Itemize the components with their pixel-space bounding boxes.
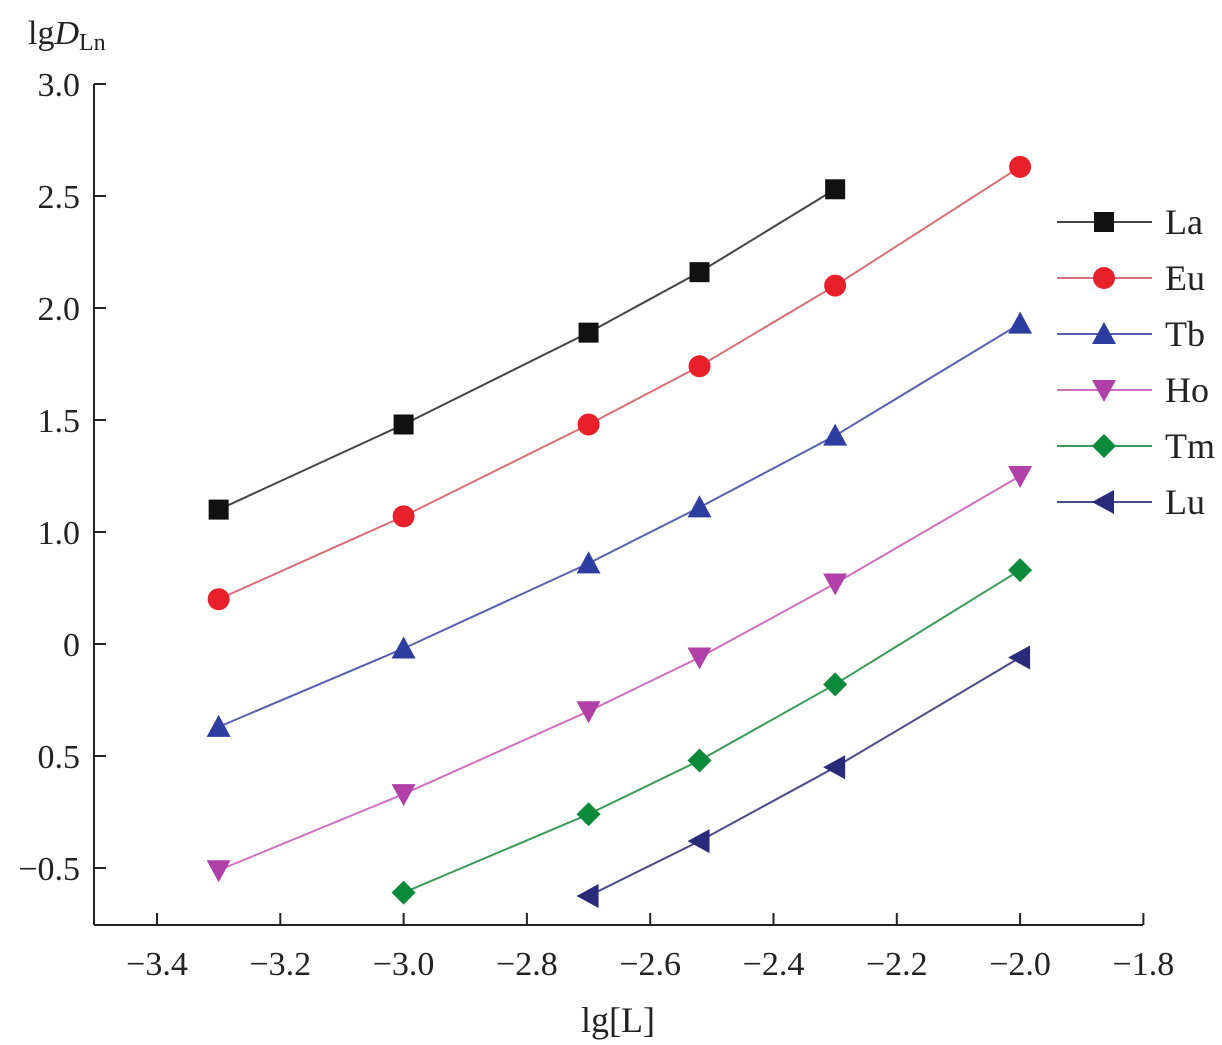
series-line — [218, 166, 1021, 601]
legend-label: La — [1165, 202, 1203, 242]
x-tick-label: −3.2 — [249, 946, 311, 983]
x-tick-label: −2.0 — [989, 946, 1051, 983]
square-marker — [689, 262, 710, 283]
triangle-up-marker — [1008, 311, 1033, 334]
circle-marker — [392, 505, 415, 528]
diamond-marker — [576, 802, 601, 827]
triangle-up-marker — [1092, 322, 1116, 344]
legend-label: Eu — [1165, 258, 1205, 298]
circle-marker — [688, 355, 711, 378]
triangle-down-marker — [391, 784, 416, 807]
square-marker — [1094, 212, 1114, 232]
triangle-left-marker — [576, 884, 599, 908]
legend-label: Tb — [1165, 314, 1205, 354]
square-marker — [825, 179, 846, 200]
x-tick-label: −2.8 — [496, 946, 558, 983]
square-marker — [578, 322, 599, 343]
series-lu — [576, 645, 1031, 908]
circle-marker — [1093, 267, 1115, 289]
series-eu — [207, 155, 1032, 611]
triangle-down-marker — [576, 701, 601, 724]
legend-item-eu: Eu — [1057, 258, 1205, 298]
x-tick-label: −2.2 — [866, 946, 928, 983]
diamond-marker — [1092, 434, 1116, 458]
triangle-up-marker — [391, 636, 416, 659]
legend-label: Ho — [1165, 370, 1209, 410]
y-tick-label: 2.5 — [38, 179, 81, 216]
diamond-marker — [1008, 558, 1033, 583]
series-ho — [206, 466, 1033, 883]
circle-marker — [577, 413, 600, 436]
series-line — [218, 475, 1021, 872]
y-tick-label: −0.5 — [18, 851, 80, 888]
legend-item-tb: Tb — [1057, 314, 1205, 354]
series-tm — [391, 558, 1033, 905]
diamond-marker — [823, 672, 848, 697]
series-line — [403, 569, 1021, 894]
y-tick-label: 1.0 — [38, 515, 81, 552]
circle-marker — [1009, 155, 1032, 178]
y-tick-label: 0 — [63, 627, 80, 664]
triangle-down-marker — [1092, 380, 1116, 402]
square-marker — [208, 499, 229, 520]
triangle-up-marker — [687, 495, 712, 518]
y-tick-label: 3.0 — [38, 67, 81, 104]
legend-label: Lu — [1165, 482, 1205, 522]
triangle-down-marker — [687, 647, 712, 670]
triangle-down-marker — [823, 573, 848, 596]
legend-item-tm: Tm — [1057, 426, 1215, 466]
square-marker — [393, 414, 414, 435]
y-tick-label: 1.5 — [38, 403, 81, 440]
triangle-left-marker — [1092, 490, 1114, 514]
triangle-up-marker — [823, 423, 848, 446]
x-tick-label: −2.6 — [619, 946, 681, 983]
triangle-left-marker — [1008, 645, 1031, 670]
circle-marker — [824, 274, 847, 297]
legend-item-la: La — [1057, 202, 1203, 242]
series-tb — [206, 311, 1033, 737]
y-tick-label: 0.5 — [38, 739, 81, 776]
diamond-marker — [391, 880, 416, 905]
series-la — [208, 179, 846, 520]
triangle-up-marker — [576, 551, 601, 574]
legend-label: Tm — [1165, 426, 1215, 466]
x-tick-label: −3.4 — [126, 946, 188, 983]
triangle-left-marker — [823, 755, 846, 780]
triangle-up-marker — [206, 714, 231, 737]
circle-marker — [207, 588, 230, 611]
triangle-down-marker — [206, 860, 231, 883]
y-axis-label: lgDLn — [28, 15, 106, 56]
diamond-marker — [687, 748, 712, 773]
y-tick-label: 2.0 — [38, 291, 81, 328]
triangle-down-marker — [1008, 466, 1033, 488]
series-line — [218, 322, 1021, 728]
series-line — [218, 188, 836, 511]
x-tick-label: −3.0 — [373, 946, 435, 983]
x-tick-label: −1.8 — [1113, 946, 1175, 983]
triangle-left-marker — [687, 829, 710, 854]
legend-item-ho: Ho — [1057, 370, 1209, 410]
legend-item-lu: Lu — [1057, 482, 1205, 522]
x-axis-label: lg[L] — [581, 1000, 655, 1040]
x-tick-label: −2.4 — [743, 946, 805, 983]
series-line — [588, 656, 1021, 897]
